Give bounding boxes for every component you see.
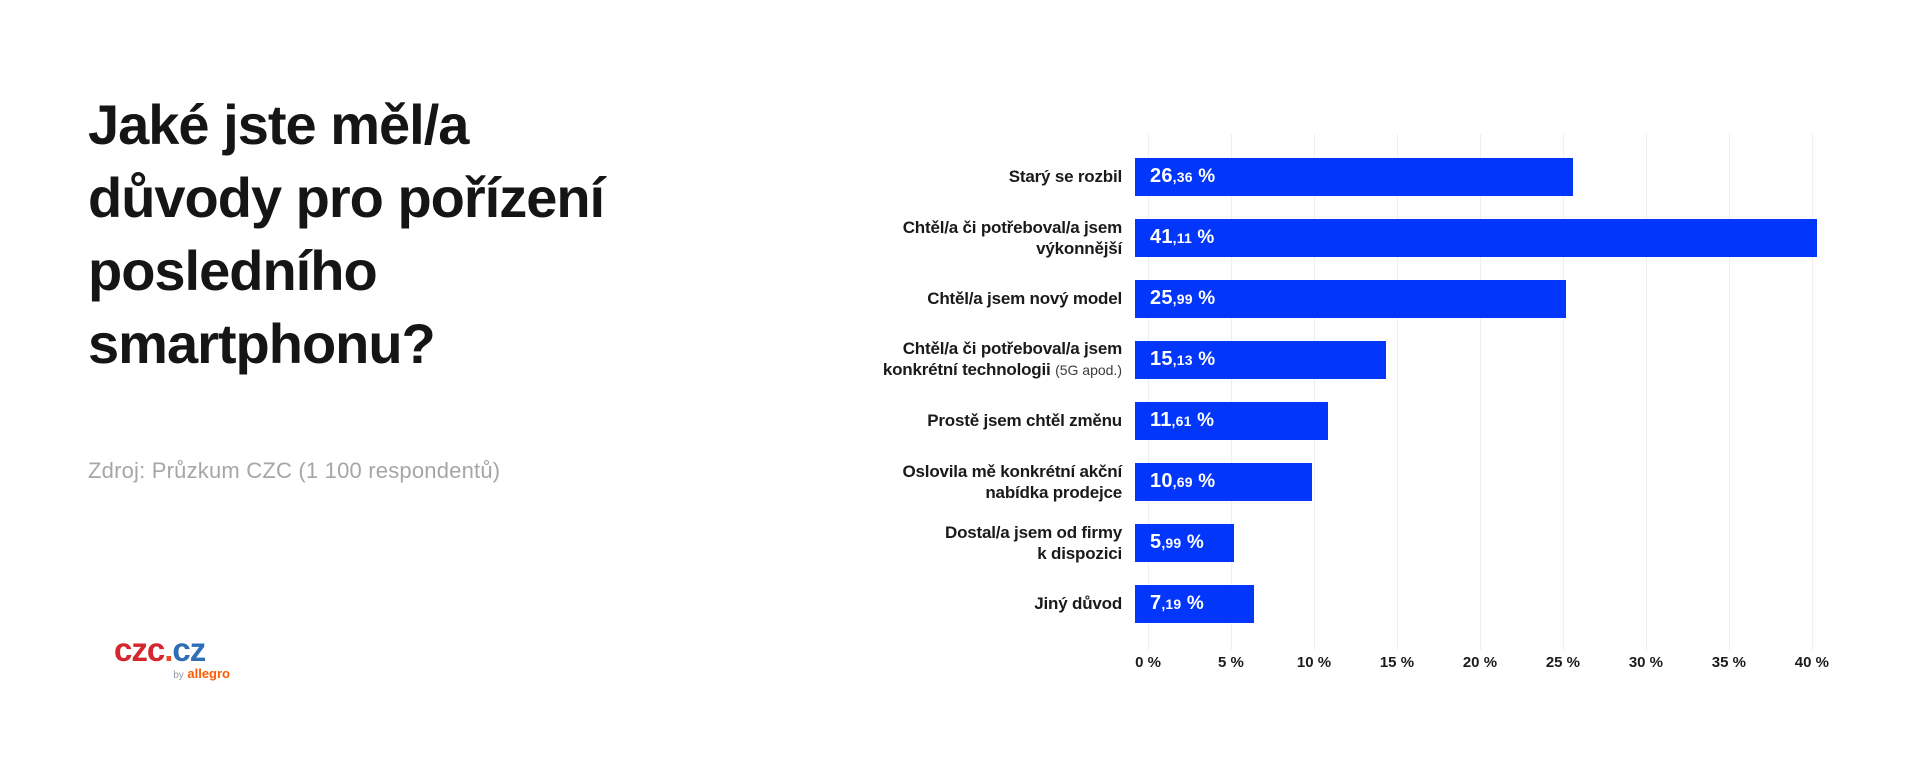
gridline <box>1313 134 1315 650</box>
bar-cell: 10,69 % <box>1135 462 1857 501</box>
page-title-line: Jaké jste měl/a <box>88 93 469 156</box>
bar-cell: 15,13 % <box>1135 340 1857 379</box>
category-label: Jiný důvod <box>812 593 1135 614</box>
category-label: Chtěl/a či potřeboval/a jsem výkonnější <box>812 217 1135 259</box>
page-title-line: smartphonu? <box>88 312 436 375</box>
czc-logo-wordmark: czc.cz <box>114 631 232 668</box>
category-label: Chtěl/a jsem nový model <box>812 288 1135 309</box>
logo-by-allegro: by allegro <box>114 666 232 681</box>
category-label: Dostal/a jsem od firmy k dispozici <box>812 522 1135 564</box>
gridline <box>1148 134 1149 650</box>
category-label: Chtěl/a či potřeboval/a jsem konkrétní te… <box>812 338 1135 381</box>
chart-rows: Starý se rozbil 26,36 % Chtěl/a či potřebo… <box>812 146 1870 634</box>
page-title: Jaké jste měl/a důvody pro pořízení posled… <box>88 88 708 380</box>
x-axis-tick-label: 5 % <box>1218 654 1244 671</box>
value-label: 10,69 % <box>1150 470 1216 492</box>
value-label: 5,99 % <box>1150 531 1204 553</box>
x-axis-tick-label: 15 % <box>1379 654 1415 671</box>
gridline <box>1728 134 1730 650</box>
czc-logo: czc.cz by allegro <box>114 631 232 681</box>
bar-cell: 25,99 % <box>1135 279 1857 318</box>
bar-cell: 41,11 % <box>1135 218 1857 257</box>
x-axis-tick-label: 20 % <box>1462 654 1498 671</box>
bar-row: Starý se rozbil 26,36 % <box>812 146 1870 207</box>
category-label-line: Chtěl/a či potřeboval/a jsem <box>902 339 1122 358</box>
bar-cell: 5,99 % <box>1135 523 1857 562</box>
category-label: Prostě jsem chtěl změnu <box>812 410 1135 431</box>
gridline <box>1645 134 1647 650</box>
category-label: Starý se rozbil <box>812 166 1135 187</box>
bar-row: Chtěl/a či potřeboval/a jsem konkrétní te… <box>812 329 1870 390</box>
category-label-line: Oslovila mě konkrétní akční <box>902 461 1123 481</box>
bar-row: Dostal/a jsem od firmy k dispozici 5,99 % <box>812 512 1870 573</box>
gridline <box>1811 134 1813 650</box>
bar: 15,13 % <box>1135 340 1387 379</box>
bar: 25,99 % <box>1135 279 1567 318</box>
category-label: Oslovila mě konkrétní akční nabídka prode… <box>812 461 1135 503</box>
value-label: 25,99 % <box>1150 287 1216 309</box>
bar: 11,61 % <box>1135 401 1328 440</box>
value-label: 7,19 % <box>1150 592 1204 614</box>
bar: 26,36 % <box>1135 157 1573 196</box>
logo-cz-text: cz <box>172 631 206 668</box>
category-label-line: Starý se rozbil <box>1008 167 1122 186</box>
x-axis-tick-label: 35 % <box>1711 654 1746 671</box>
gridline <box>1562 134 1564 650</box>
source-note: Zdroj: Průzkum CZC (1 100 respondentů) <box>88 458 501 483</box>
left-panel: Jaké jste měl/a důvody pro pořízení posled… <box>88 88 708 380</box>
x-axis-tick-label: 25 % <box>1545 654 1581 671</box>
logo-czc-text: czc <box>114 631 165 668</box>
bar-row: Prostě jsem chtěl změnu 11,61 % <box>812 390 1870 451</box>
logo-allegro-text: allegro <box>187 666 230 681</box>
category-label-line: Chtěl/a či potřeboval/a jsem <box>902 217 1122 237</box>
bar-row: Oslovila mě konkrétní akční nabídka prode… <box>812 451 1870 512</box>
value-label: 15,13 % <box>1150 348 1216 370</box>
category-label-line: konkrétní technologii (5G apod.) <box>882 360 1122 379</box>
bar-row: Jiný důvod 7,19 % <box>812 573 1870 634</box>
bar-cell: 7,19 % <box>1135 584 1857 623</box>
bar: 7,19 % <box>1135 584 1255 623</box>
logo-by-text: by <box>173 670 184 681</box>
value-label: 41,11 % <box>1150 226 1215 248</box>
category-label-line: Dostal/a jsem od firmy <box>945 522 1122 542</box>
chart-gridlines <box>1148 134 1870 650</box>
logo-dot-text: . <box>164 631 173 668</box>
category-label-line: nabídka prodejce <box>985 482 1122 502</box>
category-label-line: Chtěl/a jsem nový model <box>927 289 1122 308</box>
category-label-line: Prostě jsem chtěl změnu <box>927 411 1122 430</box>
page-title-line: posledního <box>88 239 378 302</box>
bar: 5,99 % <box>1135 523 1235 562</box>
bar-cell: 11,61 % <box>1135 401 1857 440</box>
bar: 10,69 % <box>1135 462 1313 501</box>
category-label-note: (5G apod.) <box>1055 362 1122 378</box>
value-label: 26,36 % <box>1150 165 1216 187</box>
category-label-line: Jiný důvod <box>1034 594 1122 613</box>
page-title-line: důvody pro pořízení <box>88 166 605 229</box>
category-label-line: k dispozici <box>1037 543 1122 563</box>
x-axis-tick-label: 40 % <box>1794 654 1829 671</box>
bar-cell: 26,36 % <box>1135 157 1857 196</box>
gridline <box>1396 134 1398 650</box>
gridline <box>1230 134 1232 650</box>
x-axis-tick-label: 30 % <box>1628 654 1664 671</box>
bar-row: Chtěl/a jsem nový model 25,99 % <box>812 268 1870 329</box>
x-axis: 0 % 5 % 10 % 15 % 20 % 25 % 30 % 35 % 40 % <box>1135 654 1870 678</box>
bar: 41,11 % <box>1135 218 1818 257</box>
value-label: 11,61 % <box>1150 409 1215 431</box>
x-axis-tick-label: 10 % <box>1296 654 1332 671</box>
gridline <box>1479 134 1481 650</box>
category-label-line: výkonnější <box>1036 238 1122 258</box>
x-axis-tick-label: 0 % <box>1135 654 1161 671</box>
bar-row: Chtěl/a či potřeboval/a jsem výkonnější 41… <box>812 207 1870 268</box>
bar-chart: Starý se rozbil 26,36 % Chtěl/a či potřebo… <box>812 134 1882 694</box>
